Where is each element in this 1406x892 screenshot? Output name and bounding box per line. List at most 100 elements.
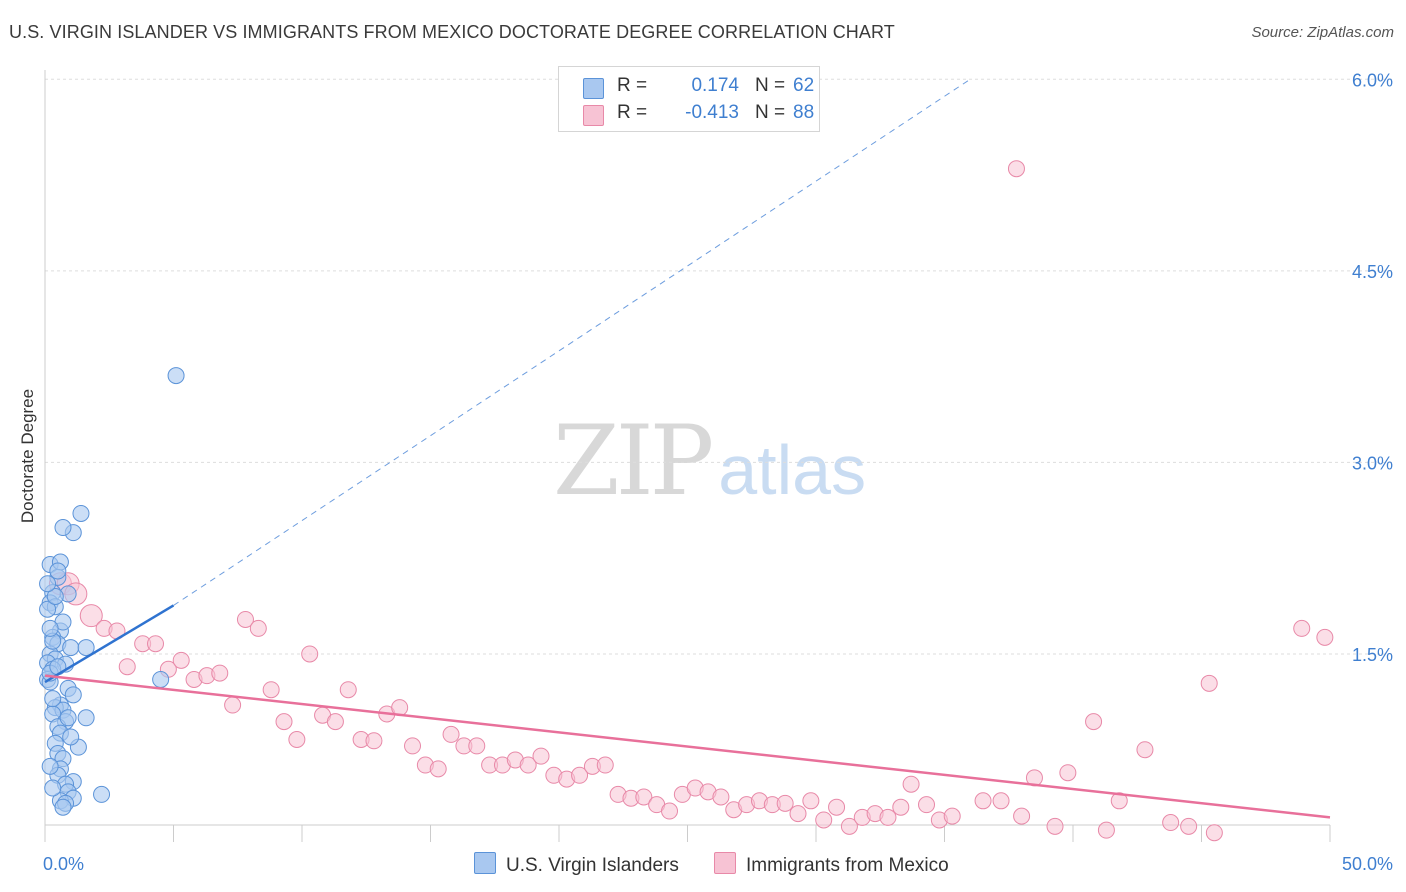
x-tick-label: 50.0% [1342,854,1393,874]
data-point-immigrants-from-mexico [828,798,846,816]
data-point-immigrants-from-mexico [79,604,103,628]
data-point-immigrants-from-mexico [712,788,730,806]
data-point-us-virgin-islanders [54,519,72,537]
data-point-immigrants-from-mexico [1162,814,1180,832]
chart-title: U.S. VIRGIN ISLANDER VS IMMIGRANTS FROM … [9,22,895,42]
data-point-us-virgin-islanders [49,562,67,580]
data-point-us-virgin-islanders [77,709,95,727]
data-point-immigrants-from-mexico [1180,817,1198,835]
data-point-immigrants-from-mexico [236,610,254,628]
data-point-immigrants-from-mexico [326,713,344,731]
data-point-us-virgin-islanders [93,785,111,803]
bottom-legend-blue: U.S. Virgin Islanders [474,852,679,877]
data-point-us-virgin-islanders [54,798,72,816]
legend-r-label: R = [617,75,648,96]
legend-swatch-blue [583,78,604,99]
data-point-immigrants-from-mexico [1046,817,1064,835]
bottom-legend-label-blue: U.S. Virgin Islanders [506,855,679,876]
data-point-immigrants-from-mexico [1316,628,1334,646]
data-point-immigrants-from-mexico [1085,713,1103,731]
x-tick-label: 0.0% [43,854,84,874]
data-point-us-virgin-islanders [46,587,64,605]
data-point-immigrants-from-mexico [974,792,992,810]
data-point-immigrants-from-mexico [789,805,807,823]
data-point-immigrants-from-mexico [918,796,936,814]
data-point-immigrants-from-mexico [1200,674,1218,692]
data-point-immigrants-from-mexico [943,807,961,825]
data-point-us-virgin-islanders [39,575,57,593]
correlation-legend: R = 0.174 N = 62 R = -0.413 N = 88 [558,66,820,132]
data-point-immigrants-from-mexico [532,747,550,765]
data-point-us-virgin-islanders [62,728,80,746]
data-point-immigrants-from-mexico [211,664,229,682]
data-point-us-virgin-islanders [72,504,90,522]
data-point-immigrants-from-mexico [596,756,614,774]
watermark-zip: ZIP [553,405,714,517]
data-point-immigrants-from-mexico [1097,821,1115,839]
legend-n-label: N = [755,102,786,123]
data-point-us-virgin-islanders [41,619,59,637]
data-point-immigrants-from-mexico [661,802,679,820]
data-point-immigrants-from-mexico [879,808,897,826]
data-point-immigrants-from-mexico [1059,764,1077,782]
data-point-immigrants-from-mexico [519,756,537,774]
legend-n-value: 62 [793,75,815,96]
data-point-immigrants-from-mexico [262,681,280,699]
bottom-legend-pink: Immigrants from Mexico [714,852,949,877]
data-point-immigrants-from-mexico [1293,619,1311,637]
bottom-legend-swatch-pink [714,852,736,874]
y-tick-label: 6.0% [1352,70,1393,90]
y-axis-label: Doctorate Degree [18,388,37,524]
y-tick-label: 1.5% [1352,645,1393,665]
data-point-immigrants-from-mexico [468,737,486,755]
data-point-immigrants-from-mexico [339,681,357,699]
data-point-us-virgin-islanders [59,709,77,727]
data-point-immigrants-from-mexico [118,658,136,676]
data-point-immigrants-from-mexico [635,788,653,806]
data-point-immigrants-from-mexico [992,792,1010,810]
data-point-immigrants-from-mexico [1007,160,1025,178]
watermark: ZIP atlas [553,405,866,517]
data-point-immigrants-from-mexico [1205,824,1223,842]
data-point-us-virgin-islanders [167,367,185,385]
legend-swatch-pink [583,105,604,126]
data-point-immigrants-from-mexico [1013,807,1031,825]
data-point-immigrants-from-mexico [815,811,833,829]
trend-line-pink [44,674,1331,819]
data-point-us-virgin-islanders [44,779,62,797]
data-point-us-virgin-islanders [41,757,59,775]
data-point-immigrants-from-mexico [249,619,267,637]
data-point-immigrants-from-mexico [840,817,858,835]
legend-r-value: 0.174 [691,75,739,96]
data-point-us-virgin-islanders [44,690,62,708]
data-point-immigrants-from-mexico [1136,741,1154,759]
data-point-us-virgin-islanders [152,670,170,688]
data-point-immigrants-from-mexico [429,760,447,778]
data-point-immigrants-from-mexico [224,696,242,714]
legend-r-label: R = [617,102,648,123]
data-point-immigrants-from-mexico [1110,792,1128,810]
data-point-immigrants-from-mexico [404,737,422,755]
legend-r-value: -0.413 [685,102,739,123]
y-tick-label: 3.0% [1352,453,1393,473]
data-point-immigrants-from-mexico [365,732,383,750]
data-point-immigrants-from-mexico [802,792,820,810]
data-point-immigrants-from-mexico [288,731,306,749]
data-point-immigrants-from-mexico [172,651,190,669]
data-point-immigrants-from-mexico [776,794,794,812]
data-point-immigrants-from-mexico [275,713,293,731]
data-point-us-virgin-islanders [77,639,95,657]
trend-line-blue [44,604,175,684]
trend-line-extension-blue [173,78,971,606]
data-point-immigrants-from-mexico [147,635,165,653]
data-point-us-virgin-islanders [64,686,82,704]
data-point-immigrants-from-mexico [442,725,460,743]
data-point-us-virgin-islanders [39,600,57,618]
y-tick-label: 4.5% [1352,262,1393,282]
legend-n-label: N = [755,75,786,96]
source-label: Source: ZipAtlas.com [1251,24,1394,41]
data-point-immigrants-from-mexico [301,645,319,663]
data-point-immigrants-from-mexico [892,798,910,816]
data-point-immigrants-from-mexico [902,775,920,793]
